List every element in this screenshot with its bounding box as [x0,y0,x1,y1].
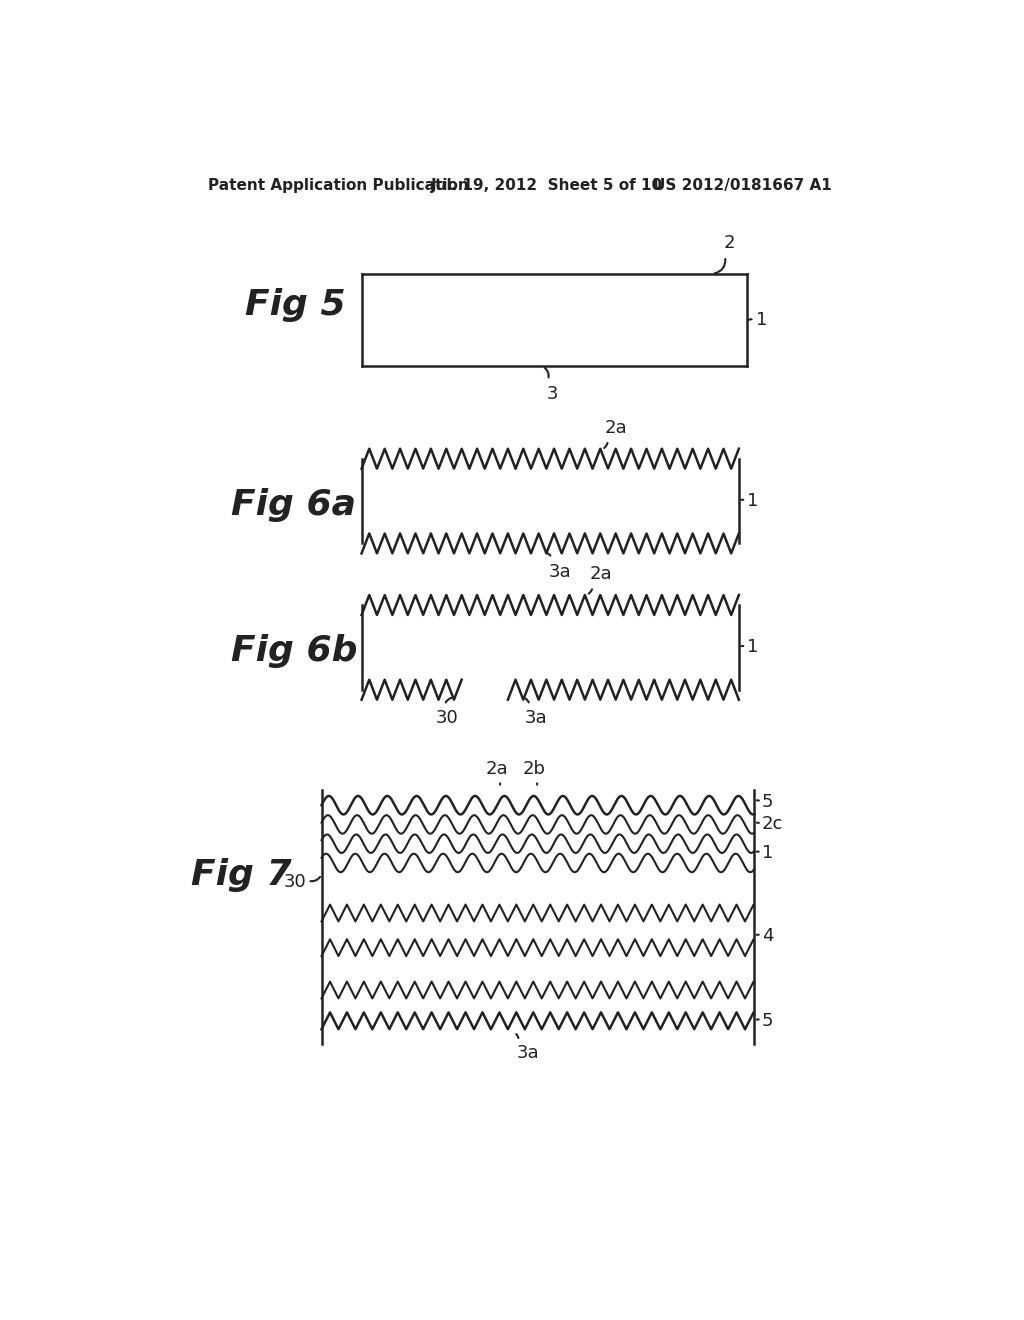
Text: 3a: 3a [549,562,571,581]
Text: 3a: 3a [524,709,548,727]
Text: 3a: 3a [517,1044,540,1061]
Text: 2a: 2a [590,565,612,583]
Text: 2c: 2c [762,816,783,833]
Text: 1: 1 [746,492,758,510]
Text: Fig 6b: Fig 6b [230,634,357,668]
Text: 30: 30 [435,709,458,727]
Text: Fig 7: Fig 7 [190,858,291,891]
Text: 2b: 2b [522,760,546,779]
Text: Fig 5: Fig 5 [245,288,345,322]
Text: 1: 1 [756,312,767,329]
Text: 2a: 2a [605,420,628,437]
Text: Fig 6a: Fig 6a [230,488,355,521]
Text: 3: 3 [547,385,558,403]
Text: Patent Application Publication: Patent Application Publication [208,178,468,193]
Text: 1: 1 [746,639,758,656]
Text: 30: 30 [284,874,306,891]
Text: US 2012/0181667 A1: US 2012/0181667 A1 [652,178,831,193]
Text: 4: 4 [762,927,773,945]
Text: 2a: 2a [485,760,508,779]
Text: 5: 5 [762,793,773,810]
Text: 5: 5 [762,1012,773,1030]
Text: 2: 2 [724,235,735,252]
Text: Jul. 19, 2012  Sheet 5 of 10: Jul. 19, 2012 Sheet 5 of 10 [431,178,663,193]
Text: 1: 1 [762,843,773,862]
